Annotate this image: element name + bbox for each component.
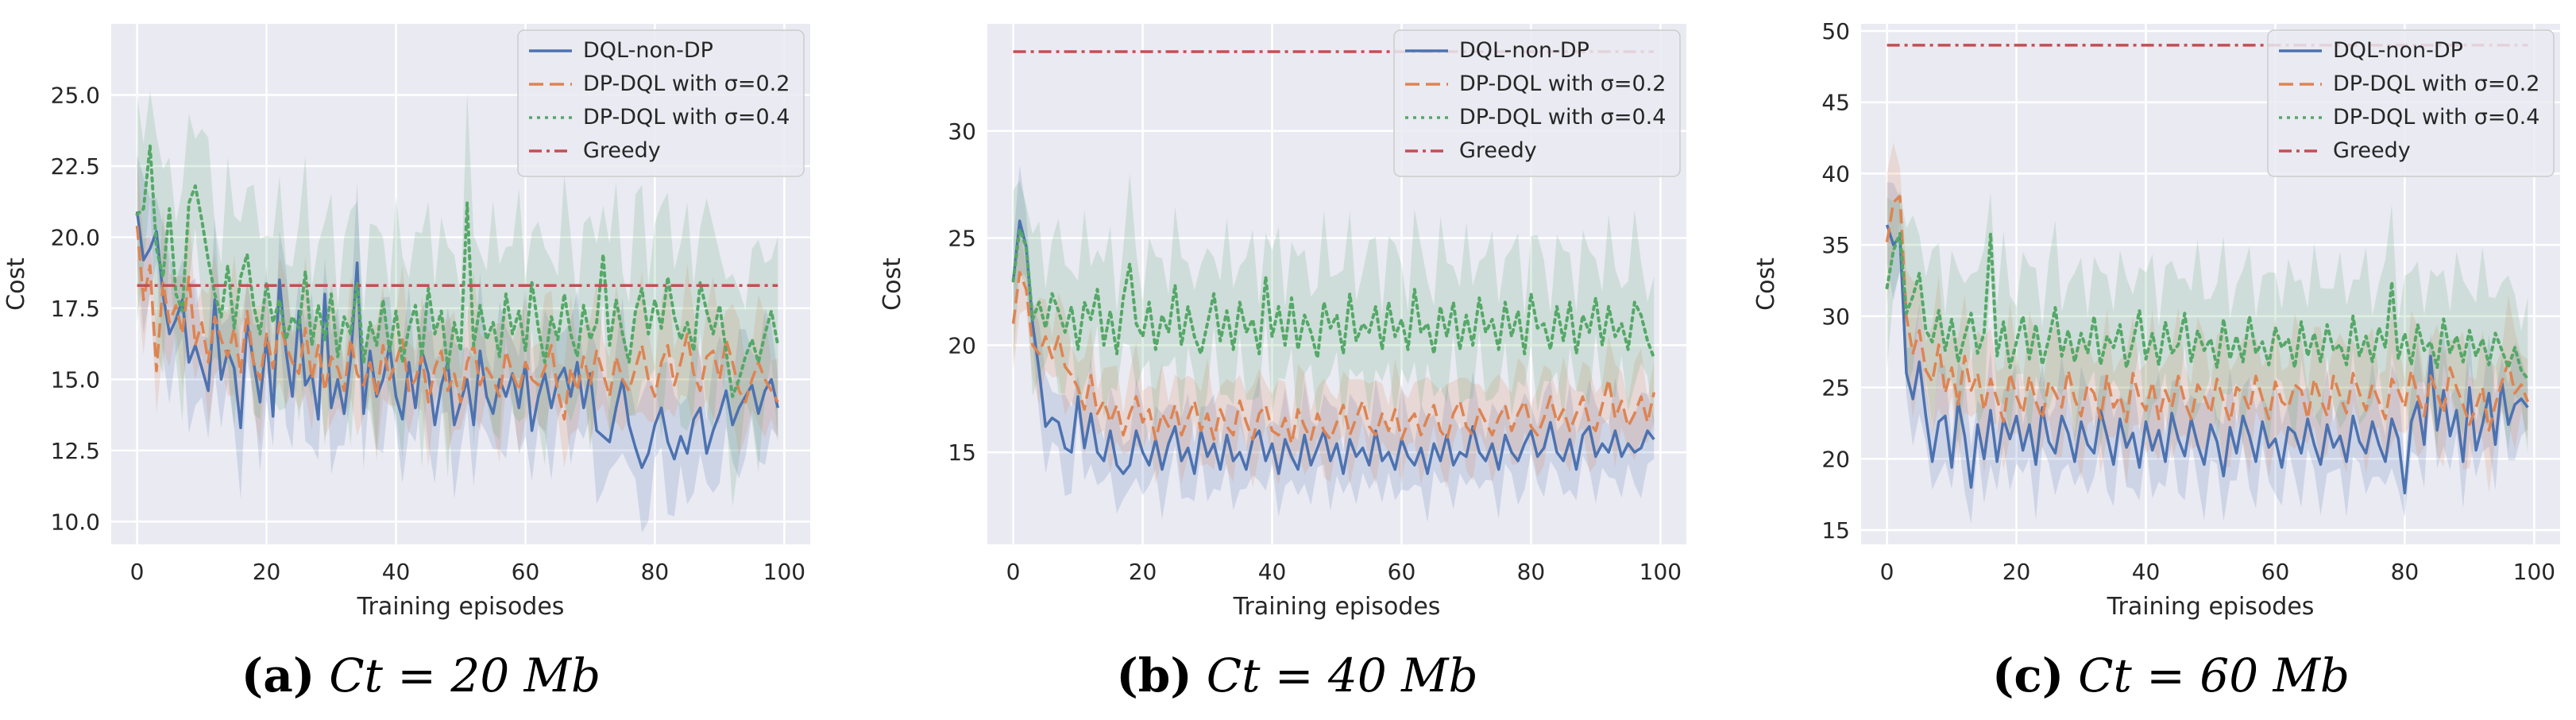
y-tick-label: 15 [1821, 517, 1850, 544]
series-line-1 [1011, 270, 1656, 446]
legend-entry: DP-DQL with σ=0.4 [1459, 105, 1666, 130]
x-tick-label: 100 [2513, 559, 2555, 585]
axis-ticks: 0 20 40 60 80 100 10.0 12.5 15.0 17.5 20.0 22.5 25.0 [51, 82, 805, 585]
legend-entry: Greedy [2333, 138, 2411, 163]
legend: DQL-non-DP DP-DQL with σ=0.2 DP-DQL with σ… [2267, 29, 2555, 177]
x-tick-label: 20 [1129, 559, 1157, 585]
y-tick-label: 50 [1821, 18, 1850, 45]
x-tick-label: 60 [512, 559, 540, 585]
series-line-2 [1011, 227, 1656, 360]
y-tick-label: 40 [1821, 161, 1850, 187]
series-line-2 [135, 144, 780, 398]
subplot-caption: (a) Ct = 20 Mb [241, 648, 601, 703]
x-tick-label: 60 [2261, 559, 2290, 585]
legend-entry: DQL-non-DP [583, 38, 713, 63]
y-axis-label: Cost [1752, 257, 1780, 311]
series-band-1 [137, 155, 778, 468]
series-line-2 [1885, 231, 2530, 381]
y-tick-label: 35 [1821, 232, 1850, 258]
x-tick-label: 80 [641, 559, 670, 585]
caption-label: (b) [1116, 648, 1191, 703]
x-tick-label: 80 [1517, 559, 1546, 585]
legend-entry: DP-DQL with σ=0.2 [583, 72, 790, 96]
legend-box [2267, 29, 2555, 177]
legend-entry: DQL-non-DP [2333, 38, 2463, 63]
caption-text: Ct = 60 Mb [2078, 648, 2350, 703]
x-tick-label: 80 [2391, 559, 2420, 585]
subplot-b: 0 20 40 60 80 100 15 20 25 30 Training episodes C… [879, 24, 1686, 703]
axis-ticks: 0 20 40 60 80 100 15 20 25 30 [948, 118, 1682, 585]
caption-text: Ct = 20 Mb [329, 648, 601, 703]
x-tick-label: 100 [1639, 559, 1682, 585]
subplot-caption: (c) Ct = 60 Mb [1992, 648, 2350, 703]
legend-entry: Greedy [1459, 138, 1537, 163]
x-tick-label: 60 [1388, 559, 1416, 585]
confidence-bands [137, 90, 778, 533]
y-tick-label: 10.0 [51, 509, 100, 535]
legend-entry: DP-DQL with σ=0.4 [583, 105, 790, 130]
legend-box [517, 29, 805, 177]
y-tick-label: 17.5 [51, 296, 100, 322]
x-tick-label: 40 [2132, 559, 2161, 585]
series-line-0 [1885, 224, 2529, 495]
legend-entry: DP-DQL with σ=0.2 [1459, 72, 1666, 96]
y-tick-label: 20 [1821, 446, 1850, 472]
series-line-0 [135, 211, 780, 470]
y-tick-label: 20.0 [51, 224, 100, 250]
caption-text: Ct = 40 Mb [1207, 648, 1478, 703]
y-tick-label: 15.0 [51, 366, 100, 393]
x-tick-label: 20 [2002, 559, 2031, 585]
series-line-0 [1011, 219, 1655, 475]
x-tick-label: 100 [763, 559, 805, 585]
x-axis-label: Training episodes [2107, 593, 2315, 621]
series-band-0 [137, 154, 778, 533]
caption-label: (c) [1992, 648, 2064, 703]
legend: DQL-non-DP DP-DQL with σ=0.2 DP-DQL with σ… [1393, 29, 1681, 177]
legend-entry: DQL-non-DP [1459, 38, 1589, 63]
x-tick-label: 0 [1880, 559, 1894, 585]
y-tick-label: 30 [948, 118, 976, 145]
y-tick-label: 25 [1821, 375, 1850, 401]
series-line-1 [135, 225, 779, 421]
series-band-2 [137, 90, 778, 507]
subplot-c: 0 20 40 60 80 100 15 20 25 30 35 40 45 50 Training ep… [1752, 18, 2560, 703]
subplot-caption: (b) Ct = 40 Mb [1116, 648, 1477, 703]
subplot-a: 0 20 40 60 80 100 10.0 12.5 15.0 17.5 20.0 22.5 25.0… [2, 24, 810, 703]
y-tick-label: 22.5 [51, 153, 100, 180]
x-axis-label: Training episodes [1233, 593, 1441, 621]
legend-entry: DP-DQL with σ=0.2 [2333, 72, 2539, 96]
y-tick-label: 12.5 [51, 438, 100, 464]
x-tick-label: 20 [253, 559, 281, 585]
series-band-2 [1013, 172, 1655, 435]
series-band-1 [1013, 226, 1655, 490]
y-tick-label: 30 [1821, 304, 1850, 330]
y-tick-label: 20 [948, 332, 976, 358]
y-axis-label: Cost [879, 257, 906, 311]
y-tick-label: 45 [1821, 90, 1850, 116]
legend: DQL-non-DP DP-DQL with σ=0.2 DP-DQL with σ… [517, 29, 805, 177]
x-tick-label: 40 [1258, 559, 1287, 585]
x-tick-label: 40 [382, 559, 411, 585]
x-tick-label: 0 [1006, 559, 1021, 585]
x-tick-label: 0 [130, 559, 145, 585]
axis-ticks: 0 20 40 60 80 100 15 20 25 30 35 40 45 50 [1821, 18, 2555, 585]
y-tick-label: 25.0 [51, 82, 100, 108]
legend-entry: Greedy [583, 138, 661, 163]
y-axis-label: Cost [2, 257, 30, 311]
legend-box [1393, 29, 1681, 177]
y-tick-label: 15 [948, 439, 976, 466]
legend-entry: DP-DQL with σ=0.4 [2333, 105, 2539, 130]
series-lines [135, 144, 780, 470]
caption-label: (a) [241, 648, 315, 703]
series-line-1 [1885, 195, 2529, 432]
x-axis-label: Training episodes [357, 593, 565, 621]
y-tick-label: 25 [948, 226, 976, 252]
